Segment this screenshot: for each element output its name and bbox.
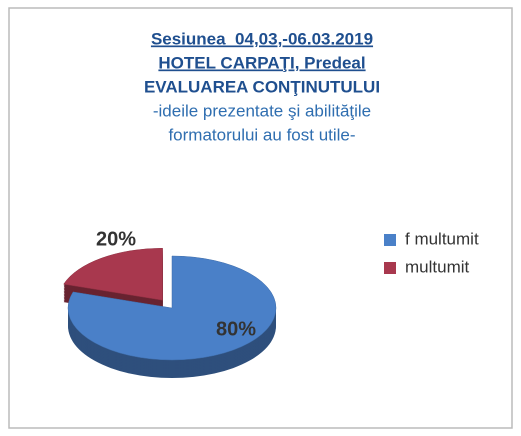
data-label: 20%	[96, 228, 136, 250]
chart-subtitle: formatorului au fost utile-	[168, 125, 355, 144]
chart-title: Sesiunea 04,03,-06.03.2019	[151, 29, 373, 48]
legend-label: multumit	[405, 257, 470, 276]
chart-title: HOTEL CARPAŢI, Predeal	[158, 53, 365, 72]
data-label: 80%	[216, 318, 256, 340]
legend-swatch	[384, 234, 396, 246]
chart-title: EVALUAREA CONŢINUTULUI	[144, 77, 380, 96]
chart-subtitle: -ideile prezentate şi abilităţile	[153, 101, 371, 120]
pie-slice	[67, 255, 277, 361]
legend-label: f multumit	[405, 229, 479, 248]
pie-slice	[63, 247, 163, 301]
legend-swatch	[384, 262, 396, 274]
